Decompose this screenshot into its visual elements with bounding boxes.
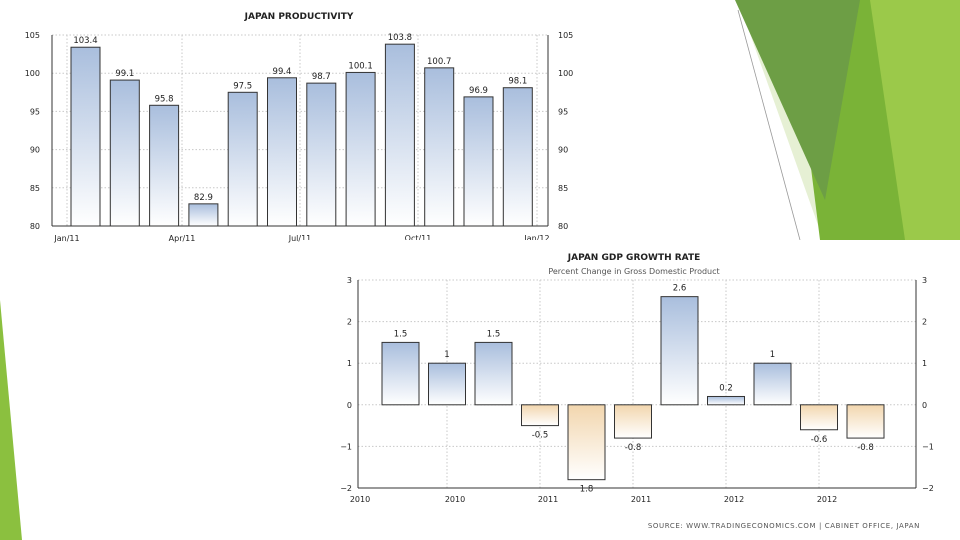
productivity-data-label: 98.1	[508, 77, 527, 87]
productivity-bar	[267, 77, 297, 227]
productivity-y-tick-left: 105	[25, 31, 40, 40]
productivity-bar	[188, 203, 219, 227]
gdp-data-label: -0.5	[532, 431, 549, 441]
productivity-bar	[463, 96, 494, 227]
productivity-data-label: 82.9	[194, 193, 213, 203]
productivity-x-tick: Jul/11	[288, 234, 312, 243]
productivity-bar	[70, 46, 101, 227]
gdp-data-label: 1.5	[394, 329, 408, 339]
chart-productivity: JAPAN PRODUCTIVITY 103.4 99.1 95.8 82.9 97.5…	[0, 0, 580, 260]
gdp-bar	[753, 362, 792, 406]
deco-thin-line	[737, 9, 801, 241]
deco-facet-dark	[735, 0, 860, 200]
productivity-x-tick: Jan/11	[53, 234, 79, 243]
productivity-data-label: 99.4	[273, 67, 292, 77]
productivity-y-tick-right: 100	[558, 69, 573, 78]
gdp-y-tick-left: −1	[340, 442, 352, 451]
gdp-y-tick-right: 3	[922, 276, 927, 285]
gdp-x-tick: 2011	[538, 495, 558, 504]
productivity-bar	[109, 79, 140, 227]
gdp-y-tick-right: 0	[922, 401, 927, 410]
gdp-y-tick-right: −1	[922, 442, 934, 451]
productivity-y-tick-left: 80	[30, 222, 40, 231]
chart-gdp-source: SOURCE: WWW.TRADINGECONOMICS.COM | CABIN…	[648, 522, 920, 530]
productivity-bar	[384, 43, 415, 227]
productivity-y-tick-right: 80	[558, 222, 568, 231]
gdp-x-tick: 2010	[445, 495, 465, 504]
gdp-y-tick-left: 2	[347, 318, 352, 327]
productivity-data-label: 97.5	[233, 81, 252, 91]
gdp-y-tick-right: 1	[922, 359, 927, 368]
productivity-data-label: 100.1	[348, 61, 372, 71]
productivity-bar	[149, 104, 180, 227]
gdp-y-tick-left: 3	[347, 276, 352, 285]
productivity-data-label: 98.7	[312, 72, 331, 82]
productivity-bar	[502, 87, 533, 227]
chart-gdp-growth: JAPAN GDP GROWTH RATE Percent Change in …	[300, 240, 960, 540]
productivity-y-tick-left: 85	[30, 184, 40, 193]
gdp-data-label: 1	[770, 350, 775, 360]
chart-productivity-title: JAPAN PRODUCTIVITY	[244, 12, 354, 22]
gdp-y-tick-left: −2	[340, 484, 352, 493]
gdp-bar	[567, 404, 606, 481]
productivity-y-tick-right: 85	[558, 184, 568, 193]
gdp-data-label: -0.8	[857, 443, 874, 453]
productivity-y-tick-left: 100	[25, 69, 40, 78]
productivity-x-tick: Oct/11	[405, 234, 432, 243]
productivity-bar	[345, 71, 376, 227]
gdp-data-label: 0.2	[719, 383, 733, 393]
gdp-data-label: -0.8	[625, 443, 642, 453]
gdp-data-label: 2.6	[673, 284, 687, 294]
gdp-x-tick: 2010	[350, 495, 370, 504]
productivity-y-tick-right: 105	[558, 31, 573, 40]
productivity-x-tick: Apr/11	[169, 234, 196, 243]
gdp-x-tick: 2012	[817, 495, 837, 504]
gdp-bar	[800, 404, 838, 431]
deco-facet-left	[0, 300, 22, 540]
gdp-y-tick-left: 1	[347, 359, 352, 368]
gdp-bar	[846, 404, 885, 439]
productivity-data-label: 99.1	[115, 69, 134, 79]
productivity-y-tick-left: 95	[30, 107, 40, 116]
productivity-data-label: 100.7	[427, 57, 451, 67]
gdp-bar	[660, 296, 699, 406]
gdp-y-tick-right: 2	[922, 318, 927, 327]
gdp-bar	[381, 341, 420, 406]
productivity-data-label: 96.9	[469, 86, 488, 96]
gdp-data-label: 1	[444, 350, 449, 360]
productivity-y-tick-left: 90	[30, 146, 40, 155]
gdp-bar	[614, 404, 652, 439]
deco-facet-light	[860, 0, 960, 240]
productivity-y-tick-right: 90	[558, 146, 568, 155]
gdp-data-label: 1.8	[580, 485, 594, 495]
productivity-bar	[227, 91, 258, 227]
gdp-bar	[521, 404, 559, 427]
chart-gdp-subtitle: Percent Change in Gross Domestic Product	[548, 267, 719, 276]
gdp-y-tick-right: −2	[922, 484, 934, 493]
productivity-data-label: 95.8	[155, 94, 174, 104]
productivity-bar	[306, 82, 337, 227]
productivity-x-tick: Jan/12	[523, 234, 549, 243]
gdp-bar	[428, 362, 466, 406]
productivity-data-label: 103.8	[388, 33, 412, 43]
gdp-bar	[474, 341, 513, 406]
productivity-bar	[424, 67, 455, 227]
gdp-y-tick-left: 0	[347, 401, 352, 410]
gdp-data-label: 1.5	[487, 329, 501, 339]
gdp-bar	[707, 395, 745, 406]
productivity-data-label: 103.4	[73, 36, 97, 46]
productivity-y-tick-right: 95	[558, 107, 568, 116]
gdp-x-tick: 2012	[724, 495, 744, 504]
gdp-x-tick: 2011	[631, 495, 651, 504]
chart-gdp-title: JAPAN GDP GROWTH RATE	[567, 253, 701, 263]
gdp-data-label: -0.6	[811, 435, 828, 445]
